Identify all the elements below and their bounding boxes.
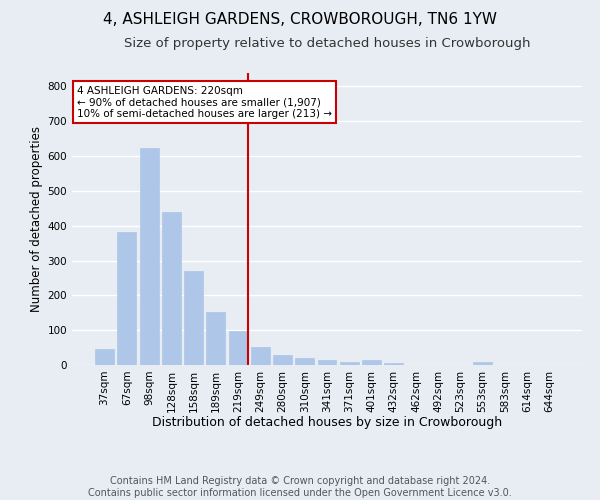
Bar <box>140 148 158 365</box>
Bar <box>206 312 225 365</box>
Title: Size of property relative to detached houses in Crowborough: Size of property relative to detached ho… <box>124 38 530 51</box>
Text: Contains HM Land Registry data © Crown copyright and database right 2024.
Contai: Contains HM Land Registry data © Crown c… <box>88 476 512 498</box>
Bar <box>229 331 248 365</box>
Bar <box>362 360 381 365</box>
Bar <box>384 364 403 365</box>
Bar <box>340 362 359 365</box>
Bar <box>473 362 492 365</box>
Bar <box>295 358 314 365</box>
Y-axis label: Number of detached properties: Number of detached properties <box>31 126 43 312</box>
Bar <box>184 271 203 365</box>
Bar <box>273 354 292 365</box>
X-axis label: Distribution of detached houses by size in Crowborough: Distribution of detached houses by size … <box>152 416 502 429</box>
Bar <box>95 348 114 365</box>
Text: 4 ASHLEIGH GARDENS: 220sqm
← 90% of detached houses are smaller (1,907)
10% of s: 4 ASHLEIGH GARDENS: 220sqm ← 90% of deta… <box>77 86 332 119</box>
Text: 4, ASHLEIGH GARDENS, CROWBOROUGH, TN6 1YW: 4, ASHLEIGH GARDENS, CROWBOROUGH, TN6 1Y… <box>103 12 497 28</box>
Bar <box>118 232 136 365</box>
Bar <box>317 360 337 365</box>
Bar <box>162 212 181 365</box>
Bar <box>251 346 270 365</box>
